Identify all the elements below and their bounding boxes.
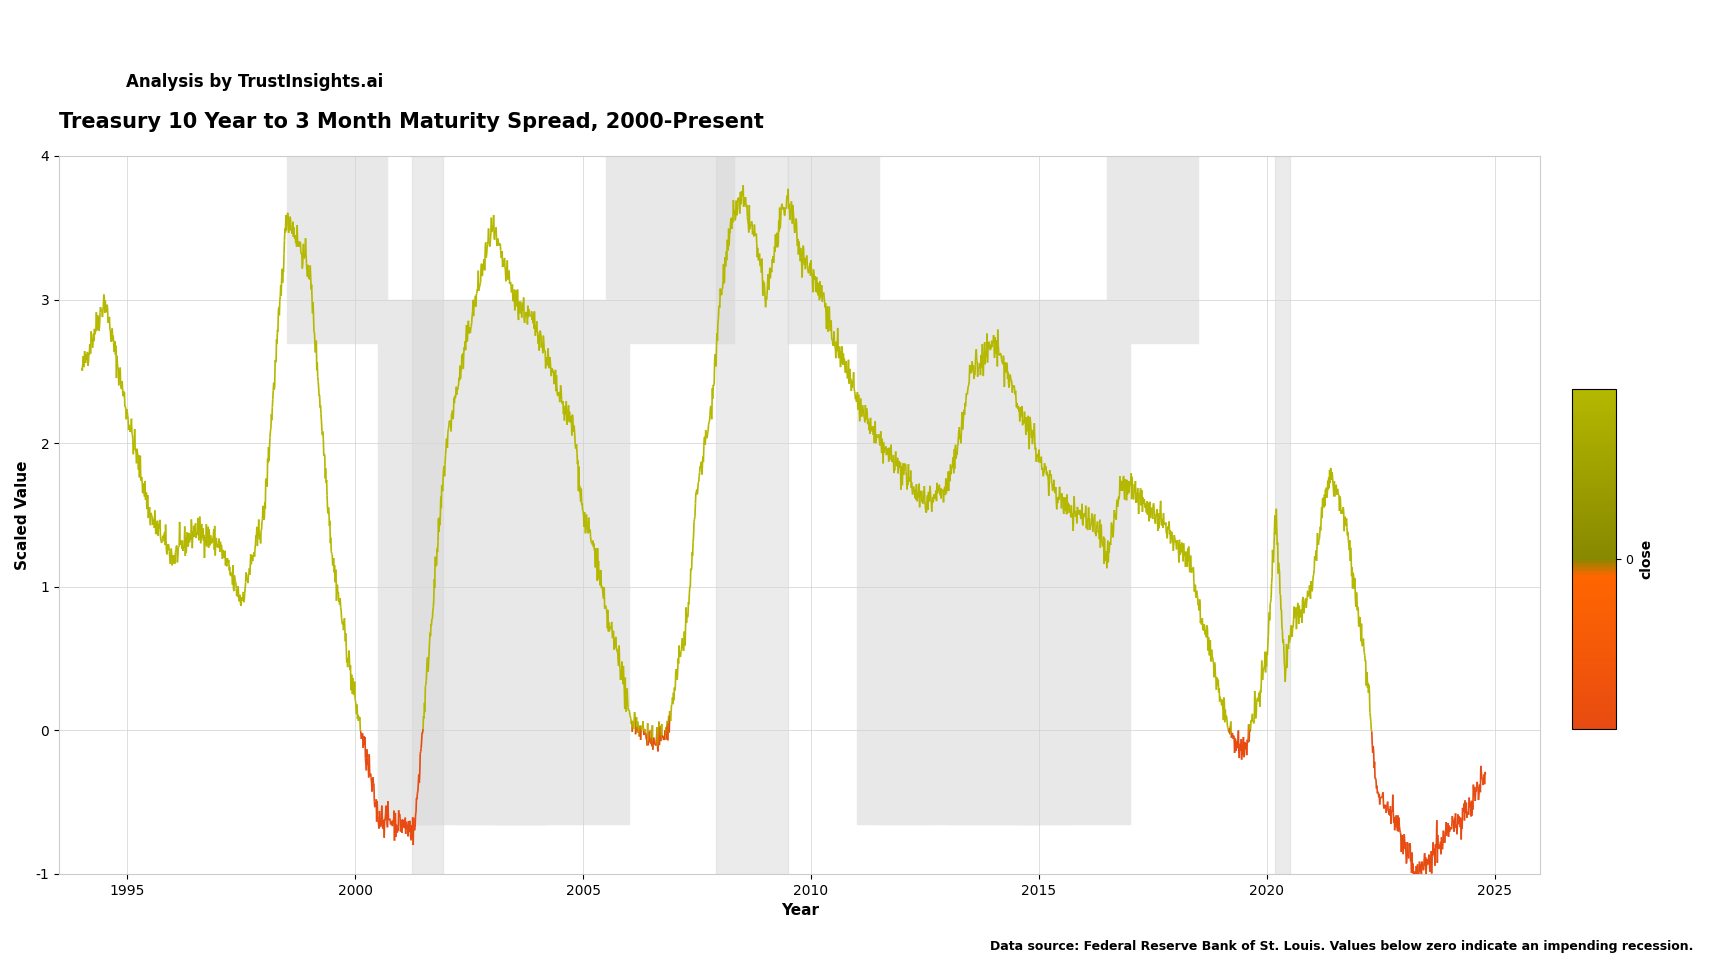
Text: Analysis by TrustInsights.ai: Analysis by TrustInsights.ai — [126, 73, 384, 91]
Bar — [607, 156, 733, 342]
Bar — [788, 156, 880, 342]
Bar — [1108, 156, 1199, 342]
Bar — [715, 156, 788, 874]
Y-axis label: close: close — [1638, 538, 1654, 579]
Bar — [492, 745, 546, 823]
Bar — [857, 299, 1130, 823]
X-axis label: Year: Year — [781, 903, 819, 919]
Bar — [947, 680, 1039, 823]
Bar — [456, 680, 546, 823]
Text: Treasury 10 Year to 3 Month Maturity Spread, 2000-Present: Treasury 10 Year to 3 Month Maturity Spr… — [59, 112, 764, 132]
Bar — [880, 745, 935, 823]
Bar — [1016, 745, 1071, 823]
Bar — [413, 156, 442, 874]
Text: Data source: Federal Reserve Bank of St. Louis. Values below zero indicate an im: Data source: Federal Reserve Bank of St.… — [990, 940, 1693, 953]
Bar — [378, 745, 432, 823]
Y-axis label: Scaled Value: Scaled Value — [16, 460, 29, 570]
Bar — [1275, 156, 1289, 874]
Bar — [378, 299, 629, 823]
Bar — [287, 156, 387, 342]
